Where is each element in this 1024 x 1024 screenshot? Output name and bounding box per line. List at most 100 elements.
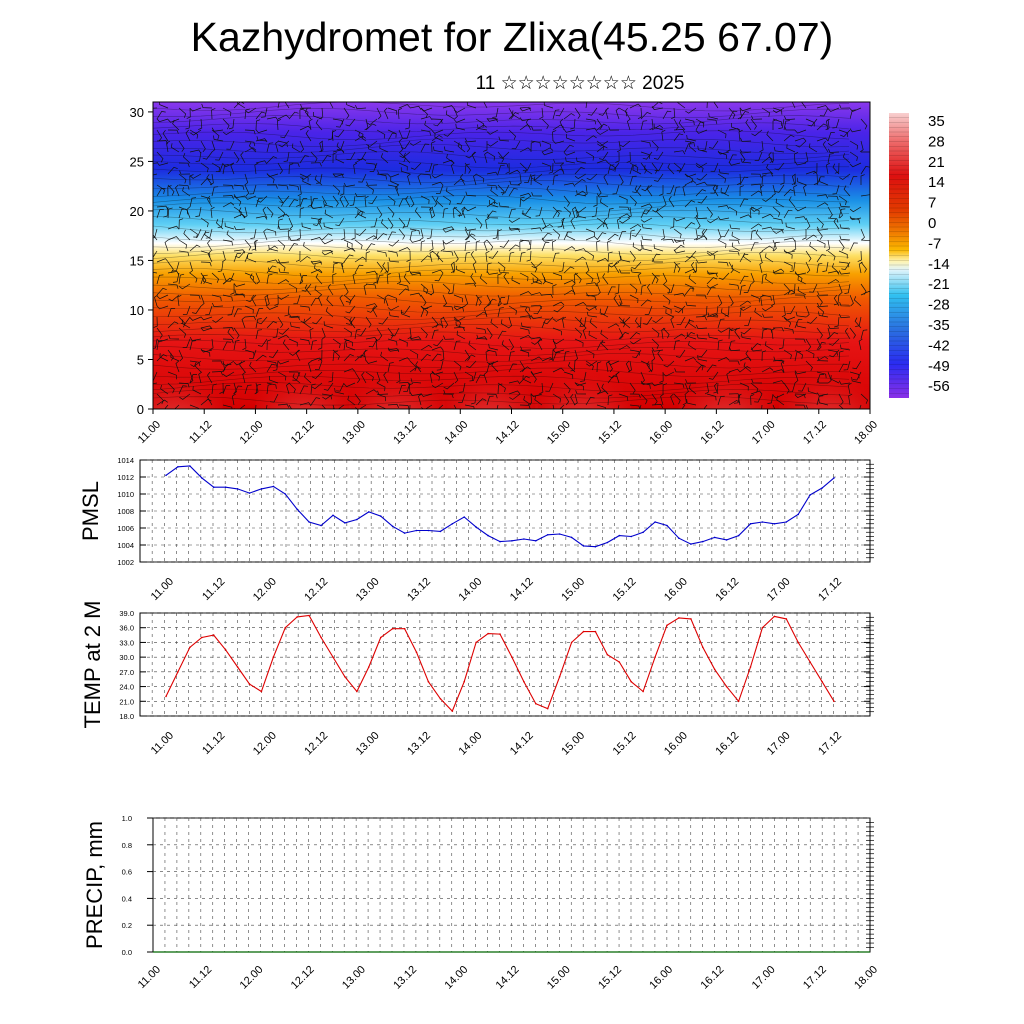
wind-barb: [717, 205, 730, 210]
wind-barb: [548, 162, 554, 174]
wind-barb: [508, 217, 521, 223]
wind-barb: [508, 351, 515, 362]
wind-barb: [570, 217, 576, 230]
wind-barb: [489, 199, 499, 208]
wind-barb: [519, 305, 531, 312]
x-tick-label: 13.12: [391, 419, 419, 447]
wind-barb: [278, 225, 290, 230]
wind-barb: [618, 206, 630, 212]
wind-barb: [783, 115, 796, 121]
wind-barb: [686, 399, 697, 406]
wind-barb: [453, 118, 466, 123]
wind-barb: [764, 341, 774, 351]
wind-barb: [671, 107, 676, 120]
wind-barb: [695, 189, 707, 197]
wind-barb: [343, 339, 350, 351]
data-point: [749, 523, 752, 525]
wind-barb: [570, 393, 576, 406]
wind-barb: [497, 151, 505, 163]
wind-barb: [818, 398, 829, 406]
wind-barb: [420, 240, 426, 252]
wind-barb: [277, 261, 286, 272]
wind-barb: [497, 307, 504, 318]
wind-barb: [219, 382, 224, 394]
wind-barb: [563, 350, 570, 362]
wind-barb: [453, 107, 466, 113]
colorbar-label: -56: [928, 378, 950, 395]
data-point: [642, 531, 644, 534]
wind-barb: [405, 261, 411, 273]
wind-barb: [651, 338, 659, 350]
wind-barb: [583, 184, 588, 197]
wind-barb: [488, 343, 499, 351]
wind-barb: [310, 197, 318, 208]
wind-barb: [153, 382, 158, 385]
wind-barb: [530, 141, 536, 153]
wind-barb: [453, 140, 463, 150]
wind-barb: [728, 110, 738, 120]
wind-barb: [693, 228, 698, 241]
wind-barb: [676, 316, 686, 326]
wind-barb: [717, 239, 727, 249]
wind-barb: [179, 170, 191, 175]
wind-barb: [653, 173, 664, 182]
wind-barb: [552, 130, 557, 142]
wind-barb: [531, 173, 543, 181]
wind-barb: [585, 396, 595, 406]
wind-barb: [827, 349, 838, 356]
wind-barb: [227, 305, 235, 316]
wind-barb: [396, 272, 401, 285]
wind-barb: [670, 393, 675, 406]
wind-barb: [361, 371, 367, 384]
wind-barb: [832, 118, 840, 129]
wind-barb: [794, 271, 807, 276]
wind-barb: [431, 250, 440, 261]
wind-barb: [530, 261, 538, 273]
wind-barb: [189, 129, 199, 139]
wind-barb: [431, 118, 443, 124]
wind-barb: [433, 338, 444, 347]
wind-barb: [228, 118, 235, 130]
wind-barb: [684, 200, 696, 208]
wind-barb: [483, 141, 488, 152]
wind-barb: [774, 162, 785, 171]
data-point: [332, 656, 334, 658]
wind-barb: [473, 173, 477, 186]
wind-barb: [819, 107, 829, 117]
wind-barb: [574, 173, 587, 180]
wind-barb: [398, 104, 411, 109]
contour-line: [153, 259, 850, 270]
wind-barb: [627, 206, 632, 219]
wind-barb: [365, 251, 371, 263]
wind-barb: [793, 184, 798, 197]
wind-barb: [794, 319, 803, 329]
wind-barb: [321, 239, 334, 245]
wind-barb: [833, 294, 840, 307]
wind-barb: [805, 234, 818, 241]
wind-barb: [772, 239, 777, 252]
wind-barb: [642, 206, 653, 215]
wind-barb: [272, 327, 279, 339]
wind-barb: [829, 349, 840, 358]
wind-barb: [487, 213, 499, 219]
wind-barb: [211, 272, 220, 283]
data-point: [833, 700, 835, 703]
wind-barb: [420, 305, 429, 316]
wind-barb: [332, 273, 337, 285]
wind-barb: [249, 184, 257, 195]
wind-barb: [200, 272, 207, 285]
wind-barb: [574, 301, 587, 307]
wind-barb: [475, 118, 484, 128]
wind-barb: [673, 249, 686, 254]
wind-barb: [390, 177, 400, 186]
wind-barb: [819, 177, 829, 186]
wind-barb: [207, 250, 213, 263]
x-tick-label: 13.12: [405, 730, 433, 758]
wind-barb: [685, 379, 697, 384]
wind-barb: [739, 149, 752, 154]
wind-barb: [629, 103, 642, 109]
wind-barb: [585, 349, 595, 359]
wind-barb: [244, 140, 256, 147]
wind-barb: [839, 344, 851, 351]
wind-barb: [237, 102, 246, 109]
